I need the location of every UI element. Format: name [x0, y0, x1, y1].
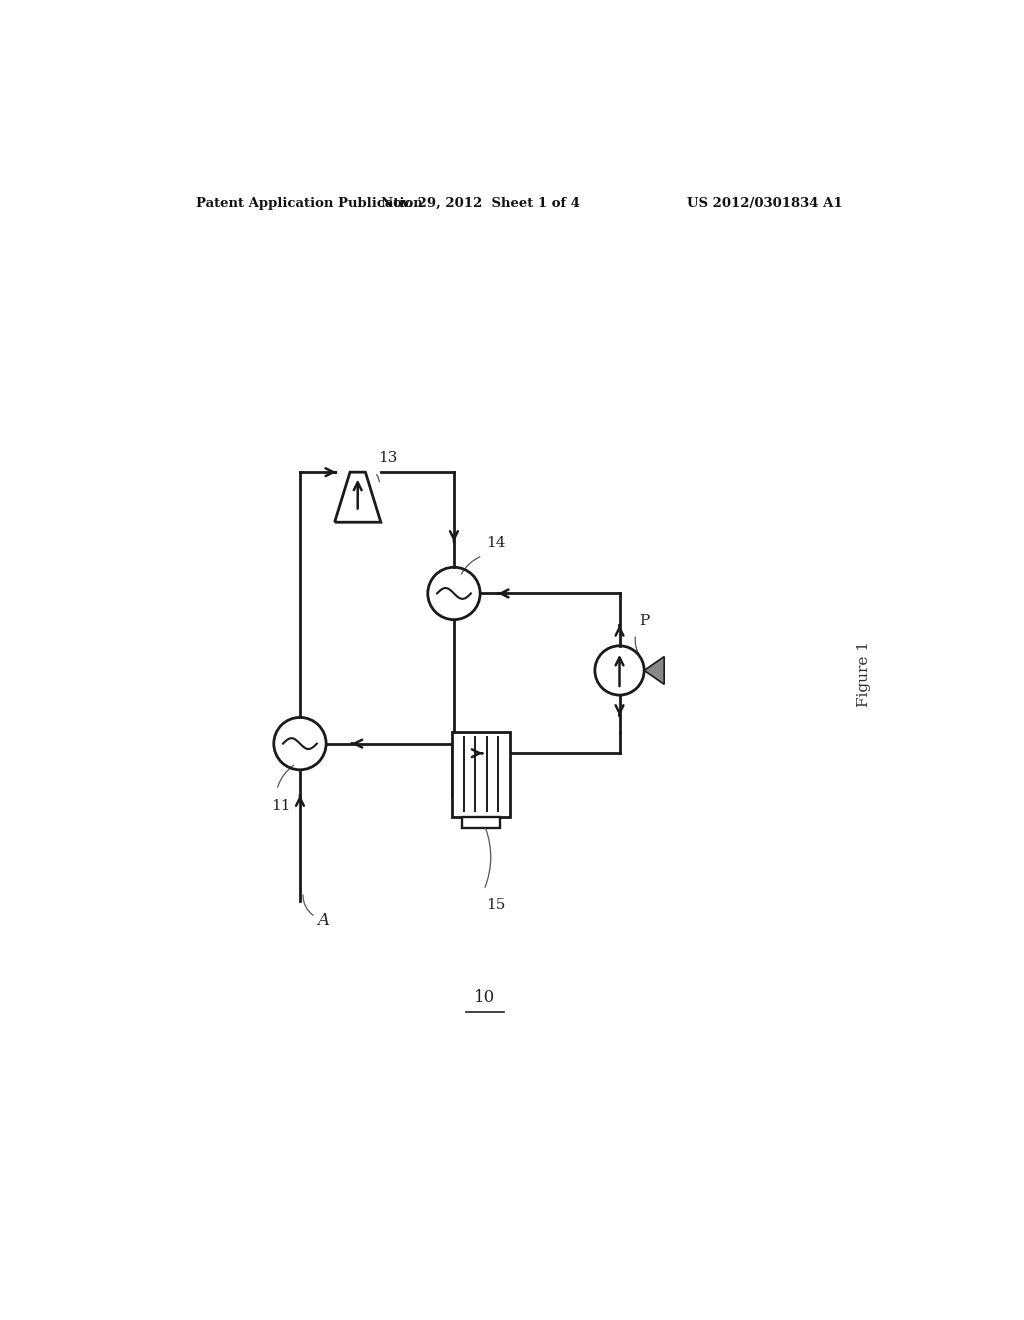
Text: Nov. 29, 2012  Sheet 1 of 4: Nov. 29, 2012 Sheet 1 of 4	[381, 197, 581, 210]
Bar	[462, 817, 500, 828]
Text: A: A	[316, 912, 329, 929]
Polygon shape	[644, 656, 665, 684]
Text: 11: 11	[270, 799, 290, 813]
Text: Figure 1: Figure 1	[857, 642, 870, 708]
Text: US 2012/0301834 A1: US 2012/0301834 A1	[687, 197, 843, 210]
Text: 10: 10	[474, 989, 496, 1006]
Text: 15: 15	[486, 898, 506, 912]
Text: 13: 13	[379, 451, 398, 465]
Text: P: P	[639, 614, 649, 628]
Text: Patent Application Publication: Patent Application Publication	[196, 197, 423, 210]
Text: 14: 14	[486, 536, 506, 549]
Bar	[452, 733, 510, 817]
